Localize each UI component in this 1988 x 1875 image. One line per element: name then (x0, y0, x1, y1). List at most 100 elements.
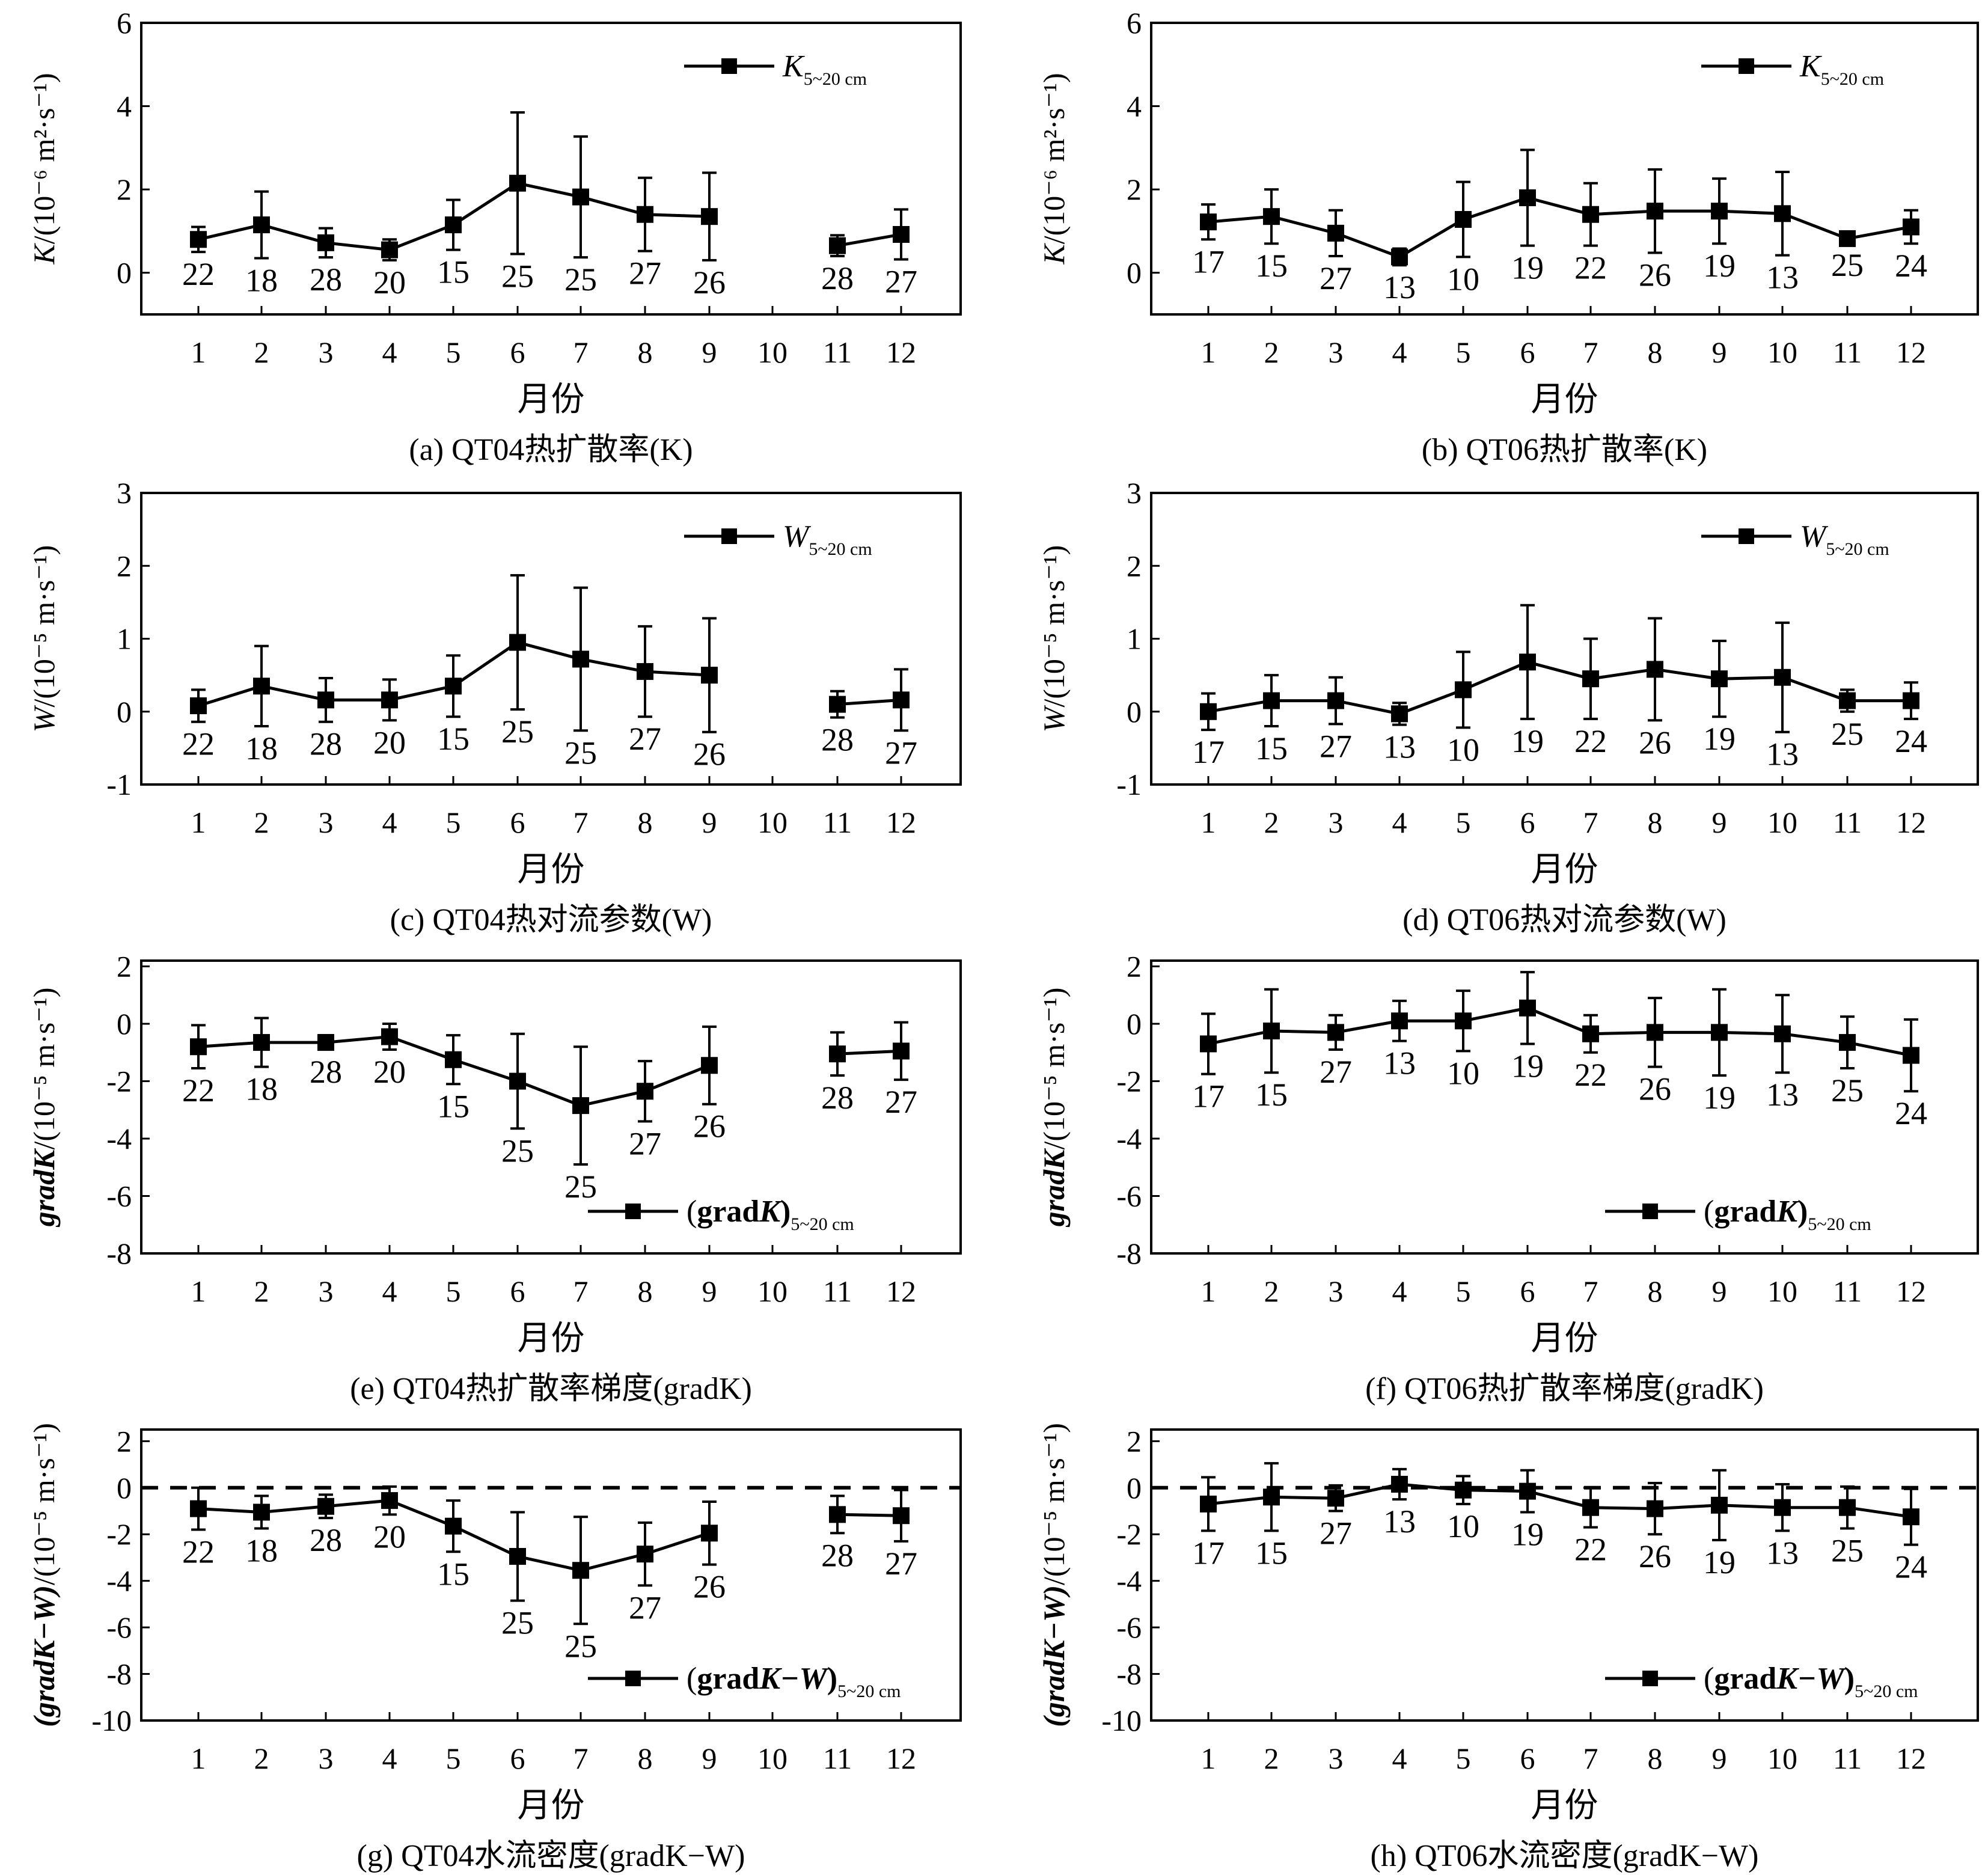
legend-marker (1642, 1671, 1658, 1686)
x-tick-label: 3 (319, 806, 334, 839)
data-point (1839, 230, 1856, 247)
y-axis-label: gradK/(10⁻⁵ m·s⁻¹) (1037, 988, 1071, 1228)
x-tick-label: 2 (1264, 335, 1279, 369)
x-tick-label: 9 (1712, 1742, 1727, 1775)
legend-marker (721, 528, 737, 544)
y-axis-label: W/(10⁻⁵ m·s⁻¹) (27, 545, 61, 733)
sample-count-label: 27 (1320, 1054, 1352, 1090)
x-tick-label: 3 (1329, 806, 1344, 839)
data-point (253, 1034, 270, 1051)
data-point (1711, 203, 1728, 220)
panel-caption: (h) QT06水流密度(gradK−W) (1371, 1839, 1759, 1873)
sample-count-label: 13 (1766, 736, 1799, 772)
sample-count-label: 22 (182, 1072, 215, 1109)
x-tick-label: 1 (1201, 1742, 1216, 1775)
sample-count-label: 27 (629, 1589, 661, 1626)
y-tick-label: 1 (117, 622, 132, 656)
sample-count-label: 18 (245, 730, 278, 766)
y-tick-label: -6 (106, 1610, 132, 1644)
y-axis-label: W/(10⁻⁵ m·s⁻¹) (1037, 545, 1071, 733)
data-point (1200, 1495, 1217, 1513)
data-point (509, 1072, 526, 1090)
sample-count-label: 20 (373, 1519, 406, 1555)
x-tick-label: 2 (1264, 1742, 1279, 1775)
x-tick-label: 10 (757, 335, 788, 369)
y-tick-label: 2 (1127, 950, 1142, 983)
data-point (637, 1083, 653, 1100)
x-tick-label: 2 (254, 806, 269, 839)
data-point (637, 206, 653, 223)
sample-count-label: 17 (1192, 734, 1225, 770)
sample-count-label: 24 (1895, 248, 1927, 284)
data-point (1519, 653, 1536, 671)
legend: (gradK)5~20 cm (1605, 1194, 1871, 1234)
sample-count-label: 19 (1703, 721, 1736, 757)
data-point (1327, 1490, 1344, 1507)
data-point (1903, 218, 1919, 236)
y-tick-label: 2 (1127, 173, 1142, 206)
x-tick-label: 5 (1456, 806, 1471, 839)
data-point (572, 1562, 589, 1579)
series-line (1208, 1006, 1912, 1057)
sample-count-label: 26 (693, 1109, 726, 1145)
data-point (1519, 189, 1536, 206)
x-axis-label: 月份 (1531, 1787, 1598, 1825)
sample-count-label: 10 (1447, 261, 1479, 297)
x-tick-label: 4 (1392, 806, 1407, 839)
y-tick-label: -4 (1116, 1122, 1142, 1155)
data-point (190, 1500, 207, 1517)
sample-count-label: 13 (1766, 1535, 1799, 1571)
y-tick-label: 2 (117, 549, 132, 583)
sample-count-label: 27 (885, 735, 917, 771)
x-tick-label: 1 (191, 1274, 206, 1308)
sample-count-label: 26 (1639, 1538, 1671, 1574)
y-tick-label: -8 (106, 1657, 132, 1691)
data-point (1200, 703, 1217, 720)
series-line (837, 233, 902, 248)
data-point (1711, 1024, 1728, 1041)
sample-count-label: 19 (1703, 248, 1736, 284)
x-tick-label: 11 (823, 1742, 852, 1775)
data-point (509, 174, 526, 192)
y-tick-label: 4 (1127, 90, 1142, 123)
x-tick-label: 11 (823, 1274, 852, 1308)
data-point (509, 1548, 526, 1565)
sample-count-label: 25 (564, 1628, 597, 1664)
series-line (837, 698, 902, 706)
data-point (1455, 1012, 1472, 1030)
data-point (253, 678, 270, 695)
data-point (1839, 1034, 1856, 1051)
y-tick-label: -2 (1116, 1065, 1142, 1098)
x-tick-label: 10 (757, 1742, 788, 1775)
x-tick-label: 11 (1833, 1274, 1862, 1308)
data-point (317, 691, 334, 709)
data-point (1647, 661, 1663, 678)
series-line (1208, 196, 1912, 259)
x-tick-label: 5 (446, 335, 461, 369)
data-point (893, 1507, 910, 1525)
sample-count-label: 27 (885, 1084, 917, 1120)
data-point (445, 678, 462, 695)
x-tick-label: 7 (573, 806, 589, 839)
plot-frame (140, 1428, 962, 1722)
sample-count-label: 17 (1192, 243, 1225, 280)
x-tick-label: 9 (1712, 335, 1727, 369)
legend-label: W5~20 cm (783, 519, 872, 559)
data-point (1774, 1499, 1791, 1516)
y-tick-label: 2 (1127, 1424, 1142, 1458)
legend: (gradK−W)5~20 cm (1605, 1662, 1918, 1701)
x-tick-label: 1 (191, 1742, 206, 1775)
x-tick-label: 11 (823, 335, 852, 369)
x-tick-label: 3 (319, 335, 334, 369)
sample-count-label: 28 (310, 1054, 342, 1090)
sample-count-label: 25 (1831, 1072, 1864, 1109)
x-tick-label: 8 (638, 335, 653, 369)
y-tick-label: -4 (106, 1122, 132, 1155)
y-tick-label: -8 (1116, 1237, 1142, 1270)
sample-count-label: 28 (310, 1522, 342, 1558)
y-tick-label: 2 (117, 1424, 132, 1458)
sample-count-label: 18 (245, 1071, 278, 1107)
